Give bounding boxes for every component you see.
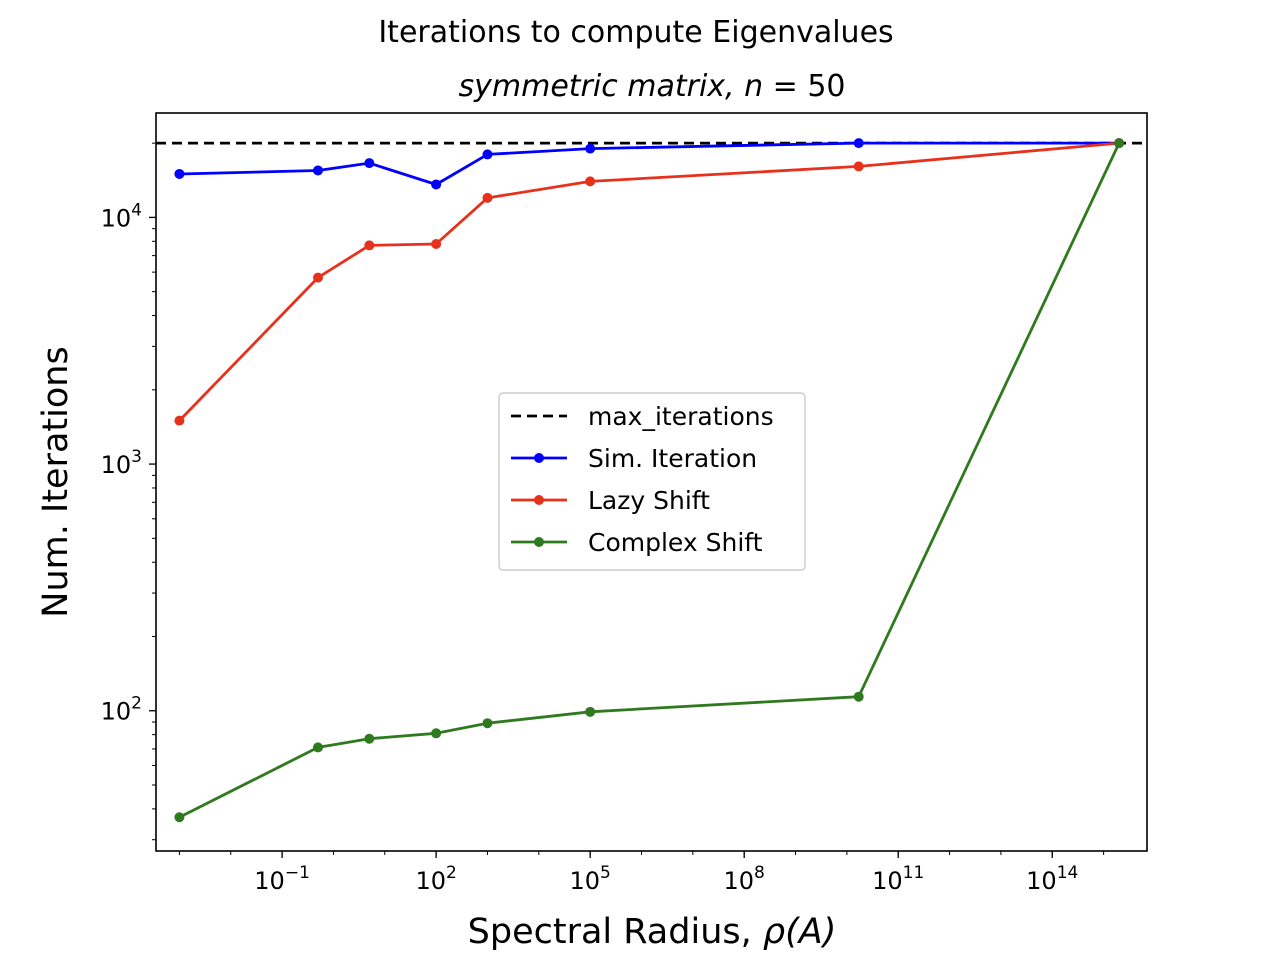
data-point-complex-shift — [174, 812, 185, 823]
x-tick-label: 105 — [569, 863, 610, 895]
data-point-complex-shift — [585, 706, 596, 717]
series-line-complex-shift — [178, 142, 1121, 819]
data-point-sim-iteration — [482, 149, 493, 160]
legend-label-max-iterations: max_iterations — [588, 402, 774, 431]
y-tick-label: 104 — [101, 200, 142, 232]
x-tick-label-exponent: 5 — [600, 863, 611, 883]
chart-title-var: n — [744, 69, 763, 104]
x-tick-label: 1011 — [872, 863, 924, 895]
data-point-lazy-shift — [174, 415, 185, 426]
series-line-lazy-shift — [178, 141, 1120, 422]
x-axis-label-text: Spectral Radius, — [468, 912, 763, 952]
series-line-sim-iteration — [179, 141, 1120, 186]
x-axis-label: Spectral Radius, ρ(A) — [468, 912, 837, 952]
x-tick-label: 108 — [724, 863, 765, 895]
y-tick-label-base: 10 — [101, 204, 132, 232]
data-point-sim-iteration — [312, 165, 323, 176]
legend-label-lazy-shift: Lazy Shift — [588, 486, 710, 515]
y-tick-label-base: 10 — [101, 451, 132, 479]
legend-label-sim-iteration: Sim. Iteration — [588, 444, 757, 473]
data-point-lazy-shift — [585, 176, 596, 187]
x-tick-label: 10−1 — [254, 863, 310, 895]
x-tick-label-base: 10 — [415, 867, 446, 895]
x-tick-label-base: 10 — [1026, 867, 1057, 895]
data-point-complex-shift — [364, 733, 375, 744]
data-point-lazy-shift — [431, 239, 442, 250]
legend-box — [498, 392, 806, 571]
chart-title-eq: = 50 — [763, 69, 845, 104]
data-point-sim-iteration — [431, 179, 442, 190]
data-point-complex-shift — [312, 742, 323, 753]
x-tick-label-base: 10 — [872, 867, 903, 895]
x-tick-label-base: 10 — [724, 867, 755, 895]
x-tick-label-exponent: 14 — [1057, 863, 1079, 883]
data-point-lazy-shift — [364, 240, 375, 251]
data-point-sim-iteration — [853, 138, 864, 149]
data-point-lazy-shift — [312, 272, 323, 283]
chart-title: symmetric matrix, n = 50 — [458, 69, 845, 104]
y-axis-label: Num. Iterations — [36, 346, 76, 617]
y-tick-label-exponent: 2 — [131, 694, 142, 714]
x-tick-label: 102 — [415, 863, 456, 895]
data-point-complex-shift — [431, 728, 442, 739]
data-point-complex-shift — [1114, 138, 1125, 149]
legend-marker-lazy-shift — [534, 495, 544, 505]
y-tick-label: 102 — [101, 694, 142, 726]
x-axis-label-math: ρ(A) — [763, 912, 836, 952]
plot-area: 10−1 102 105 108 1011 1014102103104max_iterat… — [101, 112, 1148, 895]
chart-suptitle: Iterations to compute Eigenvalues — [378, 15, 893, 50]
x-tick-label-exponent: −1 — [285, 863, 310, 883]
data-point-sim-iteration — [585, 143, 596, 154]
x-tick-label-exponent: 8 — [754, 863, 765, 883]
legend-marker-sim-iteration — [534, 453, 544, 463]
x-tick-label-exponent: 2 — [446, 863, 457, 883]
axes-frame — [155, 112, 1148, 852]
x-tick-label-base: 10 — [254, 867, 285, 895]
data-point-lazy-shift — [482, 192, 493, 203]
x-tick-label: 1014 — [1026, 863, 1078, 895]
data-point-lazy-shift — [853, 161, 864, 172]
x-tick-label-exponent: 11 — [903, 863, 925, 883]
data-point-complex-shift — [482, 718, 493, 729]
y-tick-label-exponent: 3 — [131, 447, 142, 467]
y-tick-label-exponent: 4 — [131, 200, 142, 220]
data-point-complex-shift — [853, 691, 864, 702]
y-tick-label: 103 — [101, 447, 142, 479]
y-tick-label-base: 10 — [101, 698, 132, 726]
legend: max_iterations Sim. Iteration Lazy Shift Co… — [498, 392, 806, 571]
data-point-sim-iteration — [174, 168, 185, 179]
legend-label-complex-shift: Complex Shift — [588, 528, 763, 557]
x-tick-label-base: 10 — [569, 867, 600, 895]
legend-marker-complex-shift — [534, 537, 544, 547]
data-point-sim-iteration — [364, 158, 375, 169]
chart-title-text: symmetric matrix, — [458, 69, 744, 104]
